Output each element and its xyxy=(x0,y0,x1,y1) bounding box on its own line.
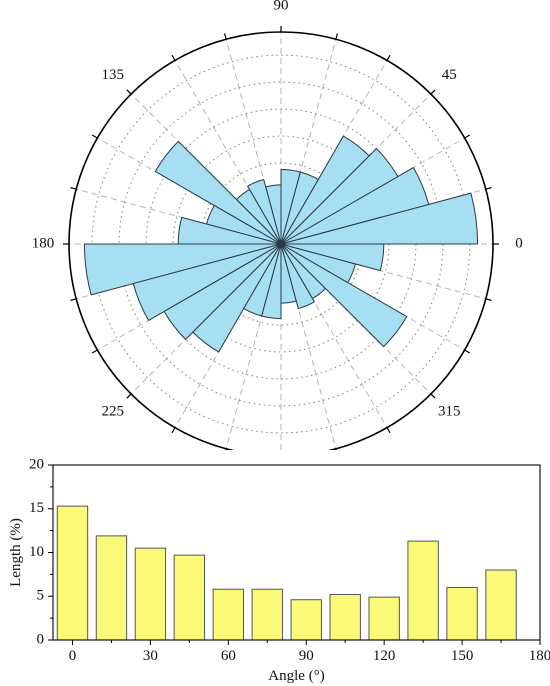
y-axis-title: Length (%) xyxy=(8,518,24,587)
rose-wedge xyxy=(247,178,282,245)
bar xyxy=(95,535,128,641)
polar-tick xyxy=(485,186,492,190)
rose-wedge xyxy=(192,243,282,353)
y-tick-label: 5 xyxy=(37,588,45,604)
bar xyxy=(446,587,478,641)
x-tick-label: 150 xyxy=(451,648,474,664)
bar xyxy=(368,596,400,641)
x-tick-label: 120 xyxy=(373,648,396,664)
polar-tick xyxy=(225,448,227,450)
rose-wedge xyxy=(280,243,315,310)
polar-angle-label: 0 xyxy=(515,235,523,251)
rose-wedge xyxy=(280,168,301,245)
polar-angle-label: 45 xyxy=(442,67,457,83)
polar-angle-label: 90 xyxy=(274,0,289,13)
bar xyxy=(56,505,89,641)
x-axis-title: Angle (°) xyxy=(268,668,324,684)
polar-tick xyxy=(430,89,436,95)
bar xyxy=(251,588,283,641)
polar-tick xyxy=(126,393,132,399)
polar-tick xyxy=(126,89,132,95)
polar-tick xyxy=(335,448,337,450)
polar-tick xyxy=(171,427,176,434)
polar-tick xyxy=(70,186,77,190)
bar xyxy=(485,569,517,641)
rose-wedge xyxy=(163,243,282,340)
rose-wedge xyxy=(280,243,385,272)
rose-diagram: 04590135180225270315 xyxy=(32,0,523,450)
x-tick-label: 180 xyxy=(529,648,550,664)
bar xyxy=(290,599,322,641)
polar-tick xyxy=(485,298,492,302)
polar-tick xyxy=(335,33,339,40)
rose-wedge xyxy=(132,243,282,321)
bar xyxy=(173,554,206,641)
x-tick-label: 30 xyxy=(143,648,158,664)
bar xyxy=(134,547,167,641)
y-tick-label: 10 xyxy=(29,544,44,560)
bar xyxy=(407,540,439,641)
polar-angle-label: 225 xyxy=(101,404,124,420)
y-tick-label: 0 xyxy=(37,631,45,647)
polar-tick xyxy=(464,134,471,139)
polar-tick xyxy=(386,54,391,61)
rose-wedge xyxy=(177,216,282,245)
polar-tick xyxy=(386,427,391,434)
polar-tick xyxy=(91,349,98,354)
x-tick-label: 90 xyxy=(299,648,314,664)
bar xyxy=(212,588,245,641)
bar xyxy=(329,594,361,641)
rose-wedge xyxy=(280,135,370,245)
y-tick-label: 20 xyxy=(29,456,44,472)
polar-tick xyxy=(223,33,227,40)
polar-tick xyxy=(464,349,471,354)
polar-angle-label: 180 xyxy=(32,235,55,251)
x-tick-label: 0 xyxy=(69,648,77,664)
polar-tick xyxy=(430,393,436,399)
y-tick-label: 15 xyxy=(29,500,44,516)
polar-tick xyxy=(171,54,176,61)
polar-tick xyxy=(91,134,98,139)
rose-wedge xyxy=(280,243,408,348)
polar-angle-label: 135 xyxy=(101,67,124,83)
polar-tick xyxy=(70,298,77,302)
rose-wedge xyxy=(261,243,282,320)
polar-angle-label: 315 xyxy=(438,404,461,420)
rose-wedge xyxy=(280,148,399,245)
rose-wedge xyxy=(154,140,282,245)
rose-wedge xyxy=(280,167,430,245)
x-tick-label: 60 xyxy=(221,648,236,664)
